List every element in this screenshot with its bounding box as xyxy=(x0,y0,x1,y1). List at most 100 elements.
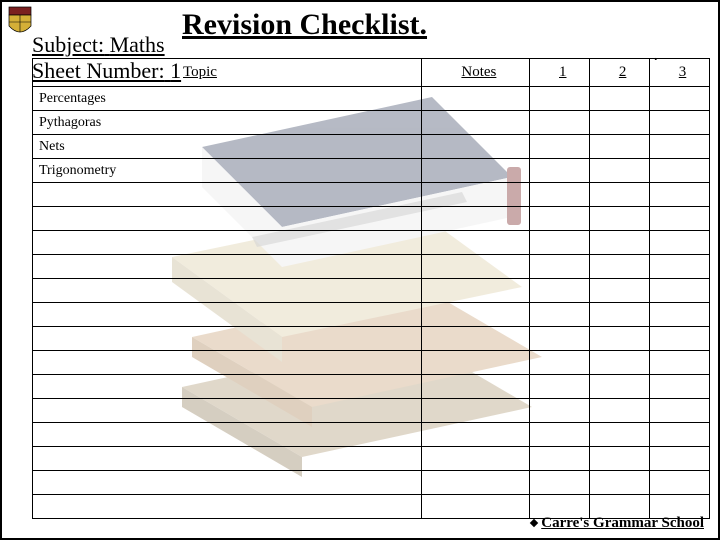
check-cell xyxy=(650,159,710,183)
topic-cell xyxy=(33,375,422,399)
topic-cell xyxy=(33,183,422,207)
check-cell xyxy=(590,207,650,231)
stray-dot: . xyxy=(654,44,659,65)
check-cell xyxy=(650,399,710,423)
topic-cell xyxy=(33,255,422,279)
topic-cell xyxy=(33,351,422,375)
notes-cell xyxy=(422,255,530,279)
notes-cell xyxy=(422,351,530,375)
check-cell xyxy=(650,207,710,231)
topic-cell xyxy=(33,231,422,255)
check-cell xyxy=(530,159,590,183)
check-cell xyxy=(530,303,590,327)
notes-cell xyxy=(422,327,530,351)
check-cell xyxy=(530,423,590,447)
notes-cell xyxy=(422,159,530,183)
check-cell xyxy=(650,327,710,351)
table-row xyxy=(33,207,710,231)
check-cell xyxy=(590,327,650,351)
notes-cell xyxy=(422,207,530,231)
check-cell xyxy=(590,351,650,375)
table-row xyxy=(33,303,710,327)
check-cell xyxy=(590,231,650,255)
topic-cell xyxy=(33,495,422,519)
notes-cell xyxy=(422,87,530,111)
check-cell xyxy=(590,303,650,327)
notes-cell xyxy=(422,183,530,207)
check-cell xyxy=(650,447,710,471)
notes-cell xyxy=(422,375,530,399)
check-cell xyxy=(590,159,650,183)
table-row xyxy=(33,351,710,375)
check-cell xyxy=(530,327,590,351)
sheet-number-line: Sheet Number: 1 xyxy=(32,58,181,84)
notes-cell xyxy=(422,303,530,327)
notes-cell xyxy=(422,279,530,303)
subject-line: Subject: Maths xyxy=(32,32,165,58)
table-row xyxy=(33,471,710,495)
check-cell xyxy=(530,279,590,303)
checklist-table: Topic Notes 1 2 3 PercentagesPythagorasN… xyxy=(32,58,710,519)
check-cell xyxy=(590,279,650,303)
table-row xyxy=(33,327,710,351)
check-cell xyxy=(650,231,710,255)
check-cell xyxy=(590,183,650,207)
check-cell xyxy=(530,207,590,231)
notes-cell xyxy=(422,135,530,159)
check-cell xyxy=(590,399,650,423)
notes-cell xyxy=(422,471,530,495)
table-row: Trigonometry xyxy=(33,159,710,183)
table-row xyxy=(33,447,710,471)
topic-cell xyxy=(33,303,422,327)
sheet-label: Sheet Number: xyxy=(32,58,165,83)
topic-cell: Trigonometry xyxy=(33,159,422,183)
check-cell xyxy=(650,423,710,447)
check-cell xyxy=(530,375,590,399)
check-cell xyxy=(650,111,710,135)
table-row xyxy=(33,183,710,207)
table-row xyxy=(33,231,710,255)
notes-cell xyxy=(422,399,530,423)
table-row: Percentages xyxy=(33,87,710,111)
school-crest-icon xyxy=(8,6,32,36)
check-cell xyxy=(650,279,710,303)
notes-cell xyxy=(422,111,530,135)
check-cell xyxy=(590,135,650,159)
check-cell xyxy=(590,423,650,447)
check-cell xyxy=(530,447,590,471)
table-row: Pythagoras xyxy=(33,111,710,135)
notes-cell xyxy=(422,495,530,519)
topic-cell xyxy=(33,471,422,495)
check-cell xyxy=(650,87,710,111)
topic-cell xyxy=(33,423,422,447)
check-cell xyxy=(530,351,590,375)
table-body: PercentagesPythagorasNetsTrigonometry xyxy=(33,87,710,519)
header-col-3: 3 xyxy=(650,59,710,87)
topic-cell: Pythagoras xyxy=(33,111,422,135)
check-cell xyxy=(650,255,710,279)
check-cell xyxy=(590,447,650,471)
footer-school-name: Carre's Grammar School xyxy=(531,515,704,532)
check-cell xyxy=(530,183,590,207)
topic-cell: Nets xyxy=(33,135,422,159)
check-cell xyxy=(590,471,650,495)
sheet-value: 1 xyxy=(170,58,181,83)
subject-label: Subject: xyxy=(32,32,104,57)
check-cell xyxy=(590,375,650,399)
table-row xyxy=(33,375,710,399)
check-cell xyxy=(650,471,710,495)
notes-cell xyxy=(422,231,530,255)
check-cell xyxy=(590,87,650,111)
check-cell xyxy=(650,375,710,399)
check-cell xyxy=(530,399,590,423)
check-cell xyxy=(590,111,650,135)
topic-cell: Percentages xyxy=(33,87,422,111)
check-cell xyxy=(530,471,590,495)
table-row: Nets xyxy=(33,135,710,159)
check-cell xyxy=(530,87,590,111)
check-cell xyxy=(530,255,590,279)
header-col-1: 1 xyxy=(530,59,590,87)
check-cell xyxy=(650,183,710,207)
check-cell xyxy=(530,231,590,255)
table-row xyxy=(33,279,710,303)
